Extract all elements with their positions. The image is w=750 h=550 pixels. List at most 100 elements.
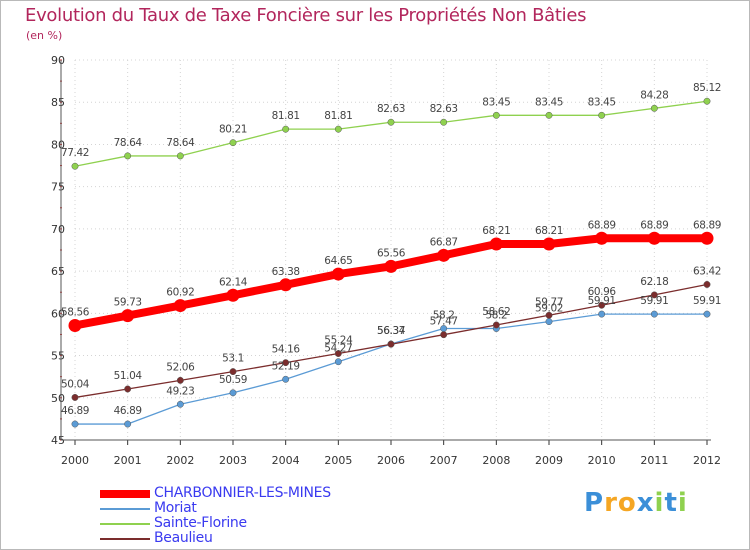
logo-letter: x	[636, 488, 655, 518]
data-label: 84.28	[640, 89, 668, 101]
data-point	[492, 321, 500, 329]
data-label: 60.96	[588, 286, 617, 298]
data-label: 50.04	[61, 378, 90, 390]
data-point	[387, 340, 395, 348]
legend-swatch	[100, 523, 150, 525]
data-label: 59.91	[588, 295, 616, 307]
data-point	[598, 301, 606, 309]
data-label: 83.45	[535, 96, 563, 108]
series-layer	[68, 97, 714, 428]
data-point	[437, 248, 451, 262]
data-label: 59.91	[640, 295, 668, 307]
data-label: 82.63	[430, 103, 458, 115]
data-point	[703, 281, 711, 288]
data-point	[545, 311, 553, 319]
data-label: 56.37	[377, 325, 405, 337]
legend-item: CHARBONNIER-LES-MINES	[100, 485, 390, 501]
logo-letter: i	[654, 488, 665, 518]
data-point	[440, 331, 448, 339]
data-label: 65.56	[377, 247, 406, 259]
data-point	[334, 358, 342, 366]
legend-item: Moriat	[100, 500, 390, 516]
legend-swatch	[100, 538, 150, 540]
data-label: 63.42	[693, 265, 721, 277]
y-tick-label: 85	[51, 96, 65, 109]
x-tick-label: 2003	[219, 454, 247, 467]
data-label: 49.23	[166, 385, 194, 397]
data-label: 53.1	[222, 353, 244, 365]
data-point	[176, 376, 184, 384]
data-point	[542, 237, 556, 251]
data-label: 58.56	[61, 306, 90, 318]
x-tick-label: 2002	[166, 454, 194, 467]
legend-swatch	[100, 508, 150, 510]
x-tick-label: 2005	[324, 454, 352, 467]
data-point	[492, 111, 500, 119]
data-point	[595, 231, 609, 245]
data-label: 64.65	[324, 255, 352, 267]
data-point	[229, 389, 237, 397]
data-point	[647, 231, 661, 245]
data-label: 83.45	[482, 96, 510, 108]
x-tick-label: 2009	[535, 454, 563, 467]
y-tick-label: 55	[51, 350, 65, 363]
logo-letter: P	[584, 488, 605, 518]
data-label: 54.16	[272, 344, 301, 356]
y-tick-label: 65	[51, 265, 65, 278]
data-point	[226, 288, 240, 302]
logo-letter: i	[677, 488, 688, 518]
data-label: 78.64	[166, 137, 195, 149]
data-label: 51.04	[114, 370, 143, 382]
x-tick-label: 2010	[588, 454, 616, 467]
data-label: 57.47	[430, 316, 458, 328]
logo-letter: r	[604, 488, 618, 518]
data-point	[173, 299, 187, 313]
data-point	[384, 259, 398, 273]
x-tick-label: 2007	[430, 454, 458, 467]
data-point	[598, 111, 606, 119]
data-label: 66.87	[430, 236, 458, 248]
data-point	[282, 359, 290, 367]
data-label: 68.89	[693, 219, 721, 231]
y-tick-label: 90	[51, 54, 65, 67]
data-point	[703, 310, 711, 318]
data-point	[229, 139, 237, 147]
proxiti-logo: Proxiti	[584, 488, 688, 518]
data-point	[124, 385, 132, 393]
data-point	[71, 420, 79, 428]
data-label: 77.42	[61, 147, 89, 159]
y-tick-label: 75	[51, 181, 65, 194]
data-label: 52.06	[166, 361, 195, 373]
data-label: 68.89	[588, 219, 616, 231]
data-point	[121, 309, 135, 323]
data-point	[279, 278, 293, 292]
legend-item: Sainte-Florine	[100, 515, 390, 531]
x-tick-label: 2012	[693, 454, 721, 467]
data-label: 60.92	[166, 287, 194, 299]
x-tick-label: 2006	[377, 454, 405, 467]
data-point	[68, 318, 82, 332]
data-label: 78.64	[114, 137, 143, 149]
data-point	[334, 350, 342, 357]
data-label: 62.18	[640, 276, 668, 288]
data-label: 56.34	[377, 325, 406, 337]
data-point	[124, 152, 132, 160]
data-label-layer: 58.56 59.73 60.92 62.14 63.38 64.65 65.56 66.87…	[61, 82, 721, 417]
y-tick-label: 70	[51, 223, 65, 236]
data-point	[71, 393, 79, 401]
data-label: 59.73	[114, 297, 142, 309]
data-point	[334, 125, 342, 133]
data-label: 52.19	[272, 360, 300, 372]
data-label: 62.14	[219, 276, 248, 288]
chart-legend: CHARBONNIER-LES-MINES Moriat Sainte-Florin…	[100, 485, 390, 546]
data-point	[545, 318, 553, 326]
data-label: 46.89	[114, 405, 142, 417]
data-point	[489, 237, 503, 251]
x-tick-label: 2008	[482, 454, 510, 467]
legend-label: Sainte-Florine	[154, 515, 247, 531]
x-tick-label: 2004	[272, 454, 300, 467]
chart-title: Evolution du Taux de Taxe Foncière sur l…	[25, 5, 587, 26]
